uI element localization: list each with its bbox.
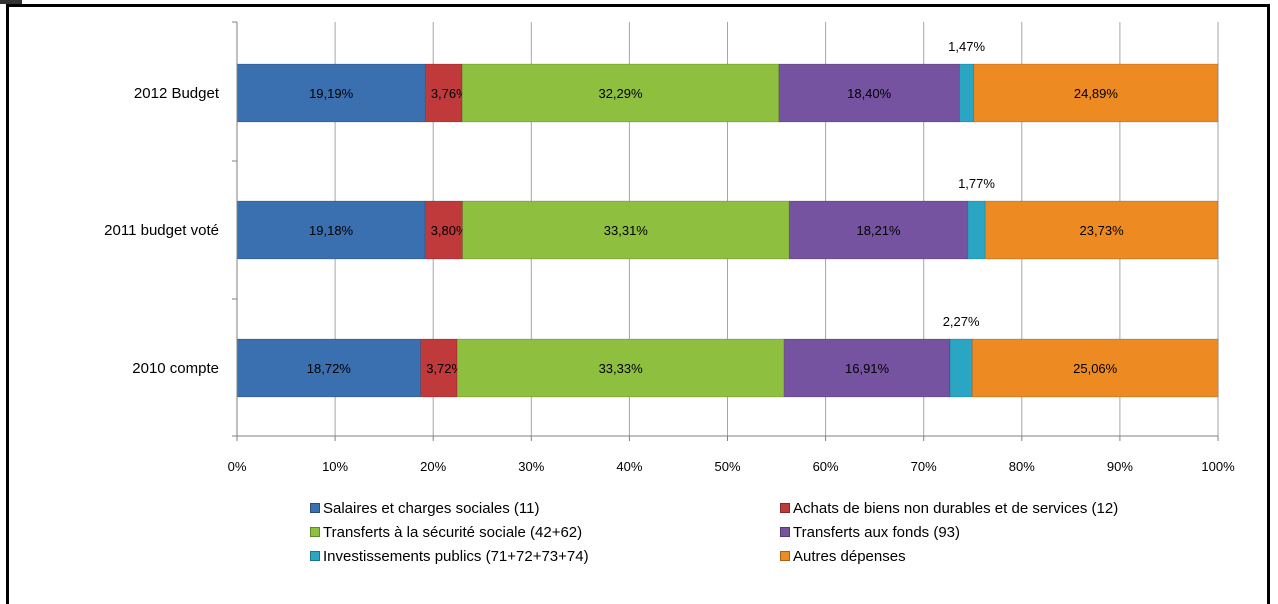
bar-series: 19,19% 3,76% 32,29% 18,40% 1,47% 24,89% 19,18%… <box>236 39 1219 398</box>
data-label: 33,33% <box>599 361 644 376</box>
data-label: 16,91% <box>845 361 890 376</box>
data-label: 18,40% <box>847 86 892 101</box>
data-label: 23,73% <box>1080 223 1125 238</box>
legend-item: Transferts à la sécurité sociale (42+62) <box>310 524 780 541</box>
data-label: 19,18% <box>309 223 354 238</box>
data-label: 1,47% <box>948 39 985 54</box>
data-label: 3,80% <box>431 223 468 238</box>
data-label: 2,27% <box>943 314 980 329</box>
legend-item: Transferts aux fonds (93) <box>780 524 960 541</box>
data-label: 18,21% <box>856 223 901 238</box>
x-tick-label: 90% <box>1107 459 1133 474</box>
data-label: 19,19% <box>309 86 354 101</box>
category-label: 2012 Budget <box>134 85 220 102</box>
x-tick-label: 10% <box>322 459 348 474</box>
legend: Salaires et charges sociales (11) Achats… <box>310 496 1210 568</box>
bar-segment <box>424 63 463 123</box>
bar-segment <box>461 63 780 123</box>
bar-segment <box>967 200 986 260</box>
data-label: 33,31% <box>604 223 649 238</box>
bar-segment <box>984 200 1219 260</box>
bar-segment <box>236 338 421 398</box>
legend-label: Achats de biens non durables et de servi… <box>793 499 1119 517</box>
x-tick-label: 30% <box>518 459 544 474</box>
data-label: 1,77% <box>958 176 995 191</box>
bar-segment <box>783 338 951 398</box>
data-label: 32,29% <box>598 86 643 101</box>
legend-label: Autres dépenses <box>793 547 906 565</box>
legend-swatch-salaires <box>310 503 320 513</box>
x-tick-label: 80% <box>1009 459 1035 474</box>
chart-frame <box>6 4 1270 604</box>
category-label: 2011 budget voté <box>104 222 219 239</box>
bar-segment <box>788 200 969 260</box>
legend-item: Salaires et charges sociales (11) <box>310 500 780 517</box>
x-tick-label: 40% <box>616 459 642 474</box>
bar-segment <box>959 63 975 123</box>
x-tick-label: 60% <box>813 459 839 474</box>
x-tick-label: 20% <box>420 459 446 474</box>
legend-swatch-investissements <box>310 551 320 561</box>
bar-segment <box>236 63 426 123</box>
legend-item: Achats de biens non durables et de servi… <box>780 500 1118 517</box>
legend-item: Investissements publics (71+72+73+74) <box>310 548 780 565</box>
legend-swatch-transferts-secu <box>310 527 320 537</box>
bar-segment <box>456 338 785 398</box>
data-label: 3,76% <box>431 86 468 101</box>
legend-swatch-transferts-fonds <box>780 527 790 537</box>
legend-swatch-autres <box>780 551 790 561</box>
bar-segment <box>462 200 790 260</box>
legend-item: Autres dépenses <box>780 548 906 565</box>
legend-label: Transferts aux fonds (93) <box>793 523 961 541</box>
frame-corner-mark <box>0 0 22 4</box>
bar-segment <box>778 63 960 123</box>
legend-swatch-achats <box>780 503 790 513</box>
axes: 0% 10% 20% 30% 40% 50% 60% 70% 80% 90% 100% 2012 Bu… <box>104 21 1235 474</box>
x-tick-label: 50% <box>714 459 740 474</box>
bar-segment <box>973 63 1219 123</box>
stacked-bar-chart: 19,19% 3,76% 32,29% 18,40% 1,47% 24,89% 19,18%… <box>104 21 1235 474</box>
bar-segment <box>949 338 973 398</box>
x-tick-label: 70% <box>911 459 937 474</box>
legend-label: Transferts à la sécurité sociale (42+62) <box>323 523 583 541</box>
data-label: 24,89% <box>1074 86 1119 101</box>
bar-segment <box>420 338 458 398</box>
data-label: 25,06% <box>1073 361 1118 376</box>
legend-label: Salaires et charges sociales (11) <box>323 499 540 517</box>
data-label: 3,72% <box>426 361 463 376</box>
bar-segment <box>424 200 463 260</box>
bar-segment <box>971 338 1219 398</box>
x-tick-label: 100% <box>1201 459 1235 474</box>
legend-label: Investissements publics (71+72+73+74) <box>323 547 589 565</box>
x-tick-label: 0% <box>228 459 247 474</box>
data-label: 18,72% <box>307 361 352 376</box>
category-label: 2010 compte <box>132 360 219 377</box>
